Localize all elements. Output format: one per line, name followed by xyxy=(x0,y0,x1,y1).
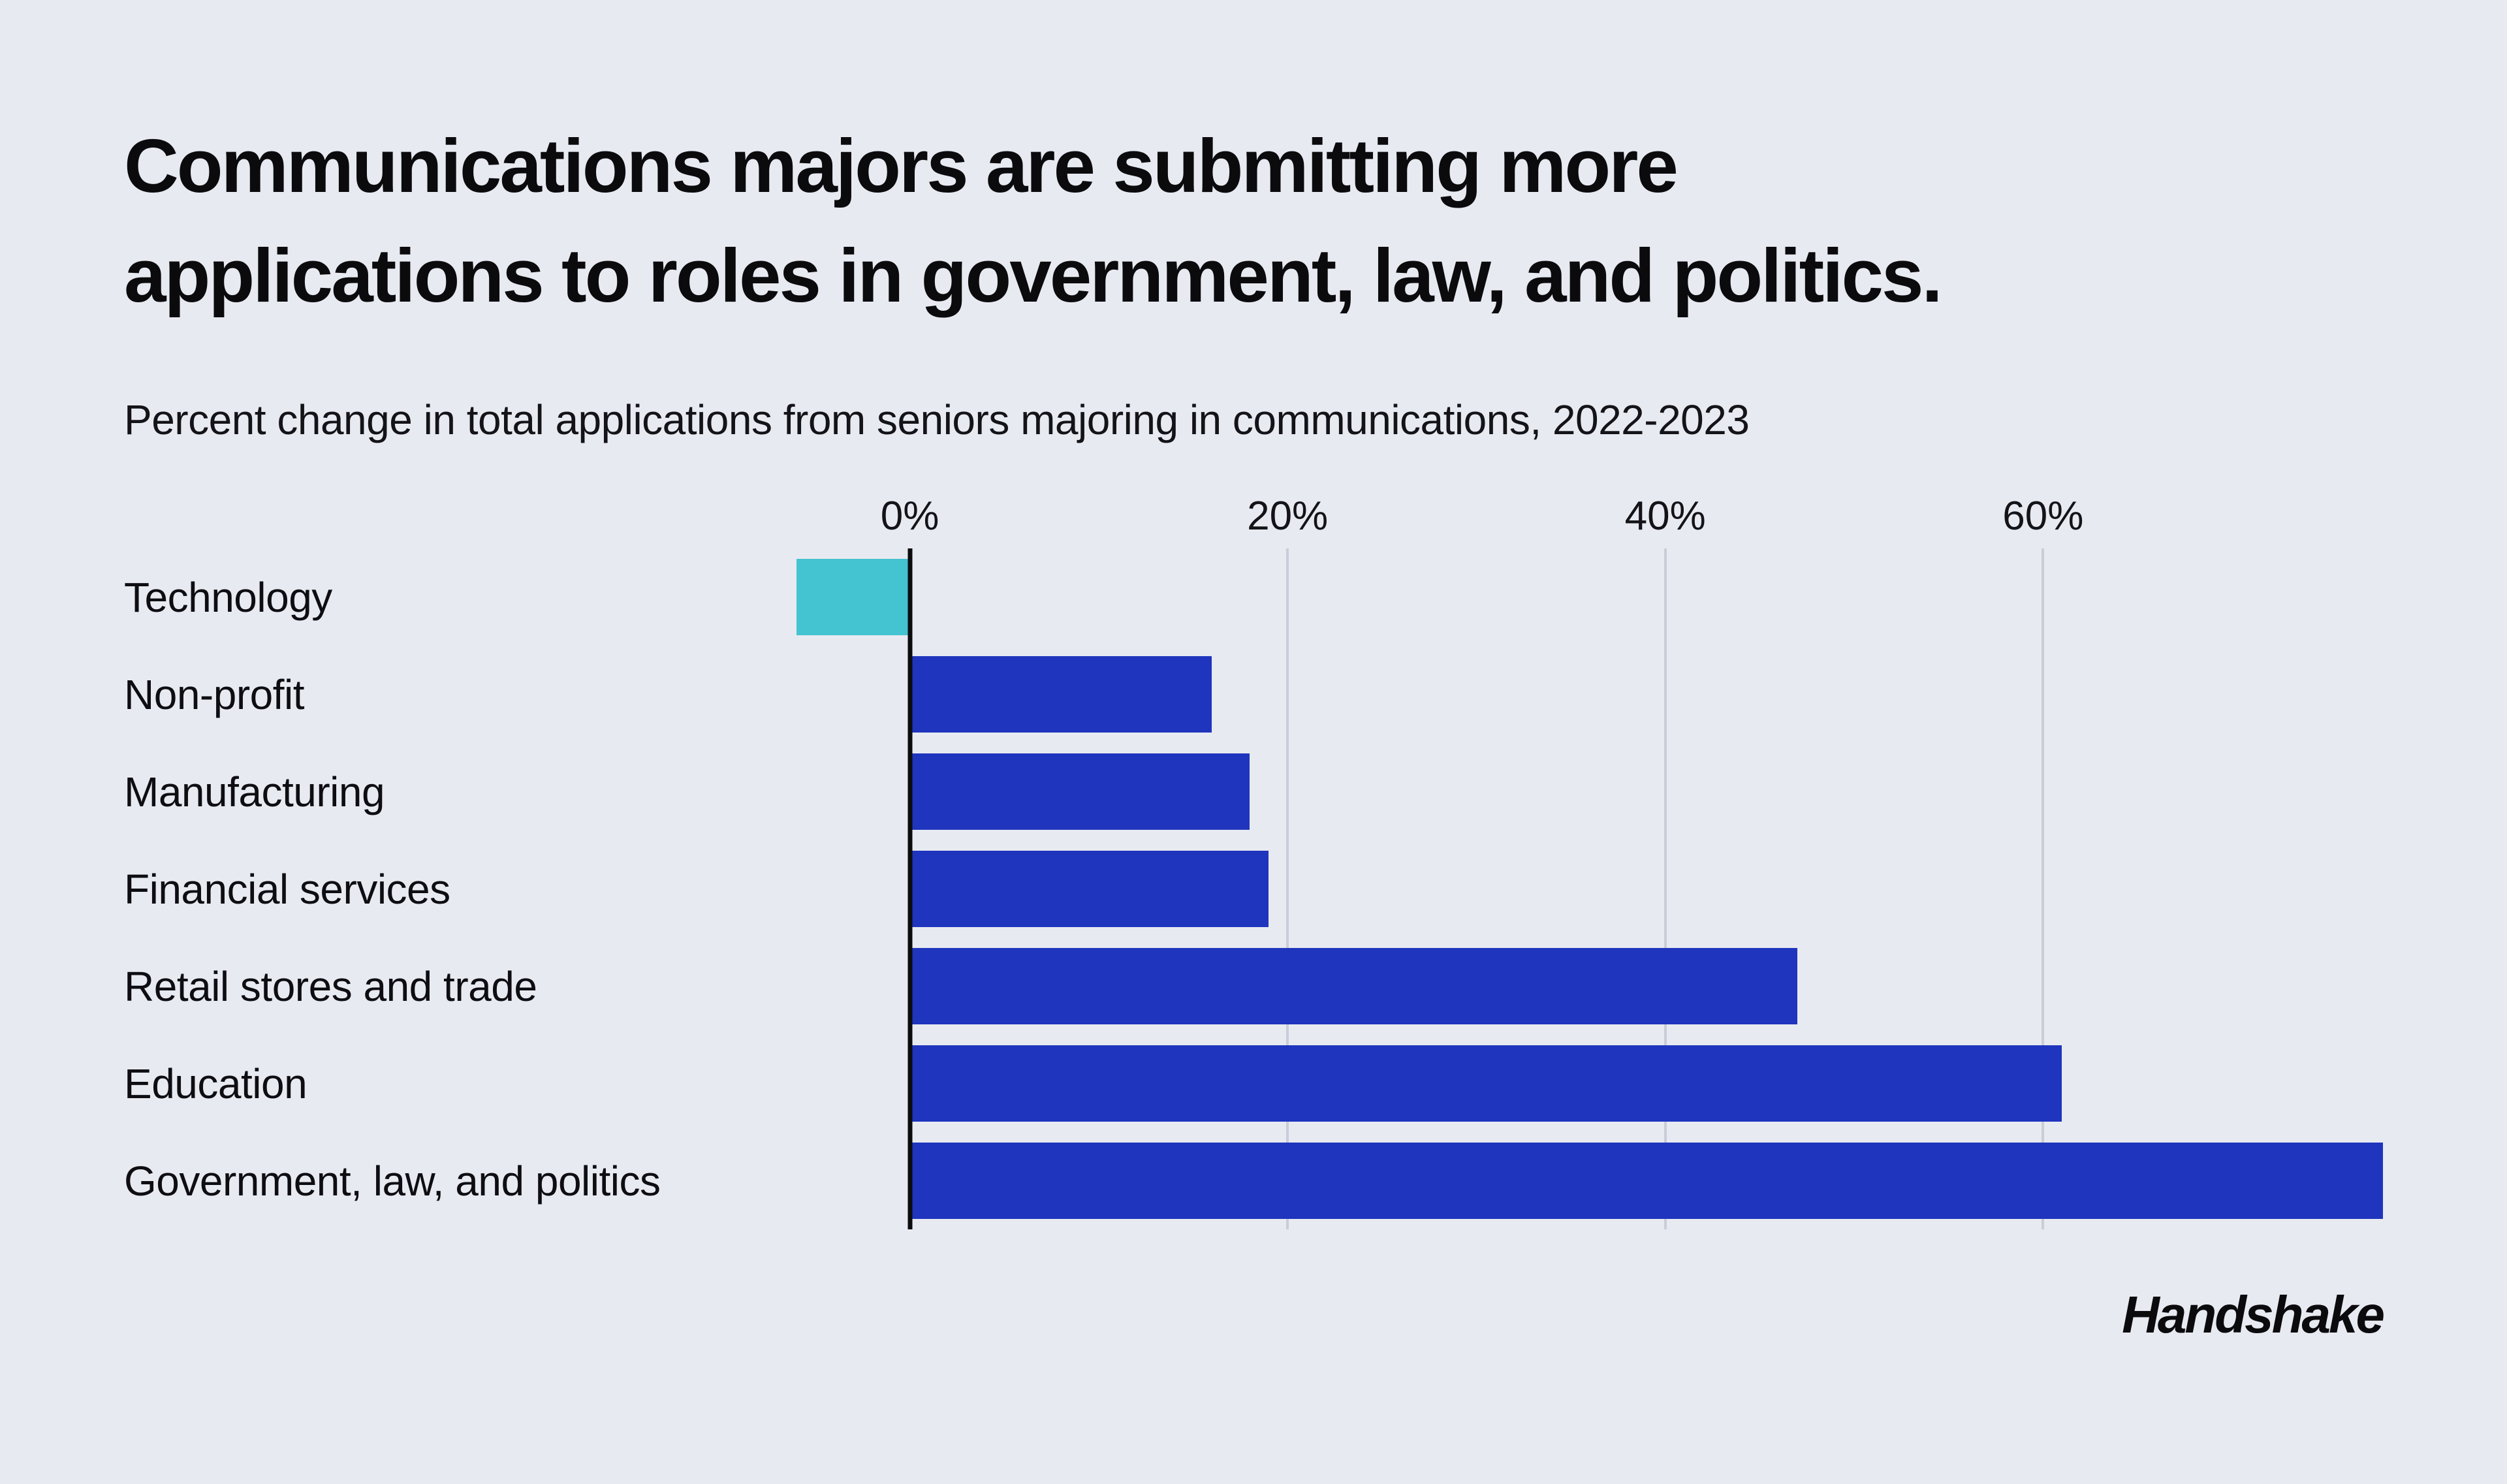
chart-title-line-1: Communications majors are submitting mor… xyxy=(124,123,1679,208)
gridline xyxy=(1663,548,1667,1230)
chart-subtitle: Percent change in total applications fro… xyxy=(124,396,1750,444)
axis-tick-label: 40% xyxy=(1624,494,1706,539)
plot-area xyxy=(796,548,2383,1230)
gridline xyxy=(1286,548,1289,1230)
axis-tick-label: 0% xyxy=(880,494,939,539)
bar-chart: 0% 20% 40% 60% Technology Non-profit Manufact… xyxy=(124,494,2383,1230)
x-axis: 0% 20% 40% 60% xyxy=(796,494,2383,548)
category-label: Education xyxy=(124,1060,307,1107)
bar-technology xyxy=(796,559,910,636)
axis-tick-label: 60% xyxy=(2002,494,2084,539)
category-labels: Technology Non-profit Manufacturing Financi… xyxy=(124,548,796,1229)
logo-row: Handshake xyxy=(124,1285,2385,1345)
chart-body: Technology Non-profit Manufacturing Financi… xyxy=(124,548,2383,1230)
gridline xyxy=(2042,548,2045,1230)
bar-retail-stores-and-trade xyxy=(909,948,1798,1025)
category-label: Government, law, and politics xyxy=(124,1157,661,1205)
handshake-logo: Handshake xyxy=(2122,1286,2385,1344)
zero-baseline xyxy=(907,548,913,1230)
chart-title: Communications majors are submitting mor… xyxy=(124,111,2383,330)
axis-tick-label: 20% xyxy=(1247,494,1329,539)
bar-government-law-and-politics xyxy=(909,1143,2383,1220)
bar-financial-services xyxy=(909,851,1269,928)
category-label: Manufacturing xyxy=(124,768,385,815)
category-label: Financial services xyxy=(124,865,450,913)
category-label: Non-profit xyxy=(124,671,305,718)
bar-education xyxy=(909,1045,2062,1122)
category-label: Retail stores and trade xyxy=(124,962,537,1010)
bar-manufacturing xyxy=(909,753,1250,830)
chart-title-line-2: applications to roles in government, law… xyxy=(124,233,1943,319)
category-label: Technology xyxy=(124,573,332,621)
bar-non-profit xyxy=(909,656,1212,733)
